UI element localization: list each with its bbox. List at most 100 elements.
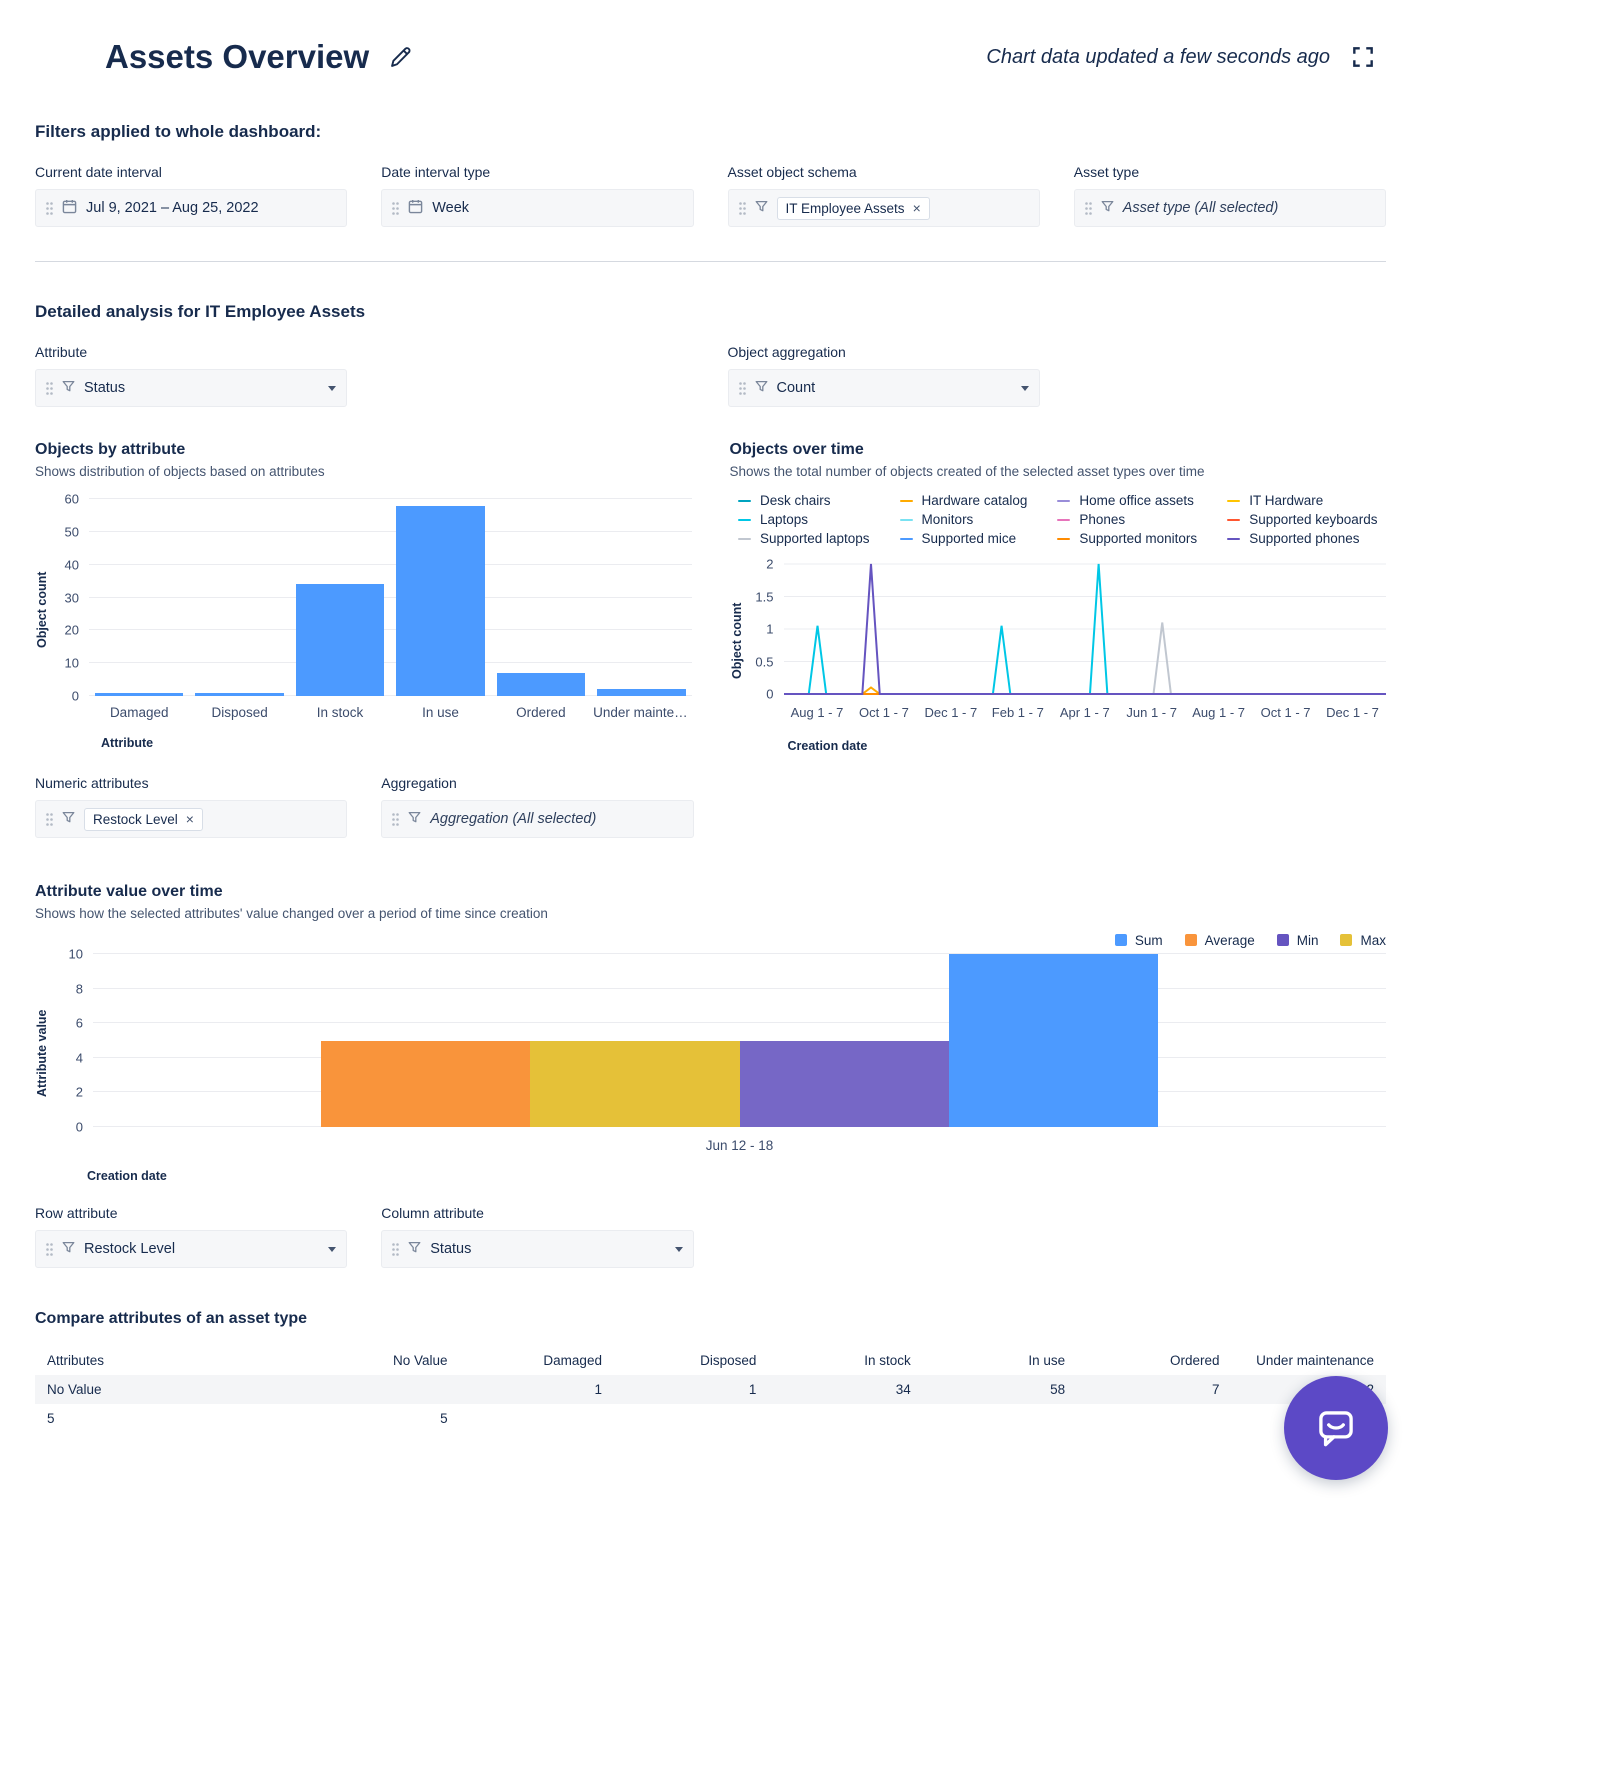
legend-item-max: Max: [1340, 933, 1386, 948]
x-category-labels: Damaged Disposed In stock In use Ordered Unde…: [89, 705, 692, 720]
object-aggregation-value: Count: [776, 380, 816, 396]
filter-funnel-icon: [755, 380, 768, 397]
numeric-attribute-chip[interactable]: Restock Level ×: [84, 807, 203, 831]
legend-item-it-hardware: IT Hardware: [1227, 493, 1377, 508]
y-tick-label: 1.5: [755, 589, 774, 604]
bar-in-stock: [295, 584, 385, 696]
fullscreen-icon[interactable]: [1350, 44, 1376, 70]
schema-chip-label: IT Employee Assets: [785, 200, 905, 216]
chart-subtitle: Shows how the selected attributes' value…: [35, 906, 548, 921]
legend-marker: [1114, 934, 1127, 946]
legend-item-min: Min: [1276, 933, 1319, 948]
legend-label: Home office assets: [1079, 493, 1194, 508]
section-divider: [35, 261, 1386, 262]
updated-status-row: Chart data updated a few seconds ago: [986, 44, 1376, 70]
attribute-select[interactable]: Status: [35, 369, 348, 407]
table-column-header: Attributes: [47, 1353, 105, 1368]
drag-handle-icon[interactable]: [392, 1242, 400, 1256]
drag-handle-icon[interactable]: [392, 201, 400, 215]
drag-handle-icon[interactable]: [1084, 201, 1092, 215]
filter-asset-type: Asset type Asset type (All selected): [1073, 164, 1386, 227]
object-aggregation-select[interactable]: Count: [727, 369, 1040, 407]
gridline: [93, 1022, 1386, 1024]
legend-label: Monitors: [921, 512, 974, 527]
legend-marker: [1057, 518, 1071, 521]
bar-chart-legend: Sum Average Min Max: [35, 933, 1386, 948]
numeric-attributes-control[interactable]: Restock Level ×: [35, 800, 348, 838]
object-schema-control[interactable]: IT Employee Assets ×: [727, 189, 1040, 227]
table-cell: 1: [594, 1382, 602, 1397]
attribute-select-wrap: Attribute Status: [35, 344, 348, 407]
interval-type-control[interactable]: Week: [381, 189, 694, 227]
filter-funnel-icon: [755, 200, 768, 217]
legend-label: Min: [1296, 933, 1319, 948]
legend-label: Laptops: [759, 512, 808, 527]
chip-remove-icon[interactable]: ×: [912, 200, 921, 216]
drag-handle-icon[interactable]: [392, 812, 400, 826]
drag-handle-icon[interactable]: [46, 812, 53, 826]
y-tick-label: 2: [766, 556, 774, 572]
drag-handle-icon[interactable]: [738, 201, 746, 215]
asset-type-control[interactable]: Asset type (All selected): [1073, 189, 1386, 227]
filter-label: Column attribute: [381, 1205, 484, 1221]
chevron-down-icon: [674, 1246, 683, 1252]
filter-label: Asset object schema: [727, 164, 857, 180]
row-attribute-wrap: Row attribute Restock Level: [35, 1205, 348, 1268]
chat-widget-button[interactable]: [1284, 1376, 1388, 1480]
table-cell: 1: [748, 1382, 757, 1397]
charts-row: Objects by attribute Shows distribution …: [35, 441, 1386, 753]
table-cell: [768, 1404, 922, 1433]
date-interval-control[interactable]: Jul 9, 2021 – Aug 25, 2022: [35, 189, 348, 227]
y-axis-label: Attribute value: [35, 1009, 49, 1098]
schema-chip[interactable]: IT Employee Assets ×: [776, 196, 930, 220]
y-axis-label: Object count: [729, 602, 744, 679]
drag-handle-icon[interactable]: [46, 201, 53, 215]
drag-handle-icon[interactable]: [46, 1242, 53, 1256]
filter-label: Numeric attributes: [35, 775, 149, 791]
legend-label: Average: [1204, 933, 1255, 948]
gridline: [89, 629, 692, 631]
legend-label: Supported phones: [1249, 531, 1360, 546]
legend-marker: [1340, 934, 1353, 946]
edit-pencil-icon[interactable]: [387, 44, 414, 71]
column-attribute-wrap: Column attribute Status: [381, 1205, 694, 1268]
chevron-down-icon: [328, 385, 337, 391]
y-tick-label: 10: [64, 655, 79, 671]
objects-by-attribute-chart: Objects by attribute Shows distribution …: [35, 441, 692, 753]
bar-slot: [189, 499, 289, 696]
table-row: No Value11345872: [35, 1375, 1386, 1404]
legend-marker: [1184, 934, 1197, 946]
chart-subtitle: Shows the total number of objects create…: [729, 464, 1205, 479]
filter-label: Attribute: [35, 344, 88, 360]
aggregation-filter-control[interactable]: Aggregation (All selected): [381, 800, 694, 838]
x-tick-label: Jun 1 - 7: [1126, 705, 1177, 720]
y-tick-label: 10: [68, 946, 83, 962]
series-line-supported-laptops: [784, 623, 1387, 695]
drag-handle-icon[interactable]: [46, 381, 53, 395]
attribute-value-chart: Attribute value over time Shows how the …: [35, 883, 1386, 1183]
line-chart-plot: 0 0.5 1 1.5 2: [755, 557, 1387, 702]
bar-min: [739, 1040, 949, 1127]
x-tick-label: Aug 1 - 7: [1192, 705, 1246, 720]
legend-label: Desk chairs: [759, 493, 831, 508]
table-column-header: No Value: [393, 1353, 448, 1368]
filter-label: Date interval type: [381, 164, 491, 180]
legend-label: Supported laptops: [759, 531, 870, 546]
table-column-header: Disposed: [700, 1353, 757, 1368]
x-category-label: Ordered: [516, 705, 566, 720]
filter-funnel-icon: [408, 811, 421, 828]
x-axis-label: Creation date: [787, 739, 868, 753]
bar-slot: [89, 499, 189, 696]
x-axis-label: Attribute: [101, 736, 154, 750]
filter-label: Aggregation: [381, 775, 457, 791]
column-attribute-select[interactable]: Status: [381, 1230, 694, 1268]
filters-heading: Filters applied to whole dashboard:: [35, 122, 322, 141]
legend-marker: [899, 537, 913, 540]
legend-label: IT Hardware: [1249, 493, 1324, 508]
bars-group: [89, 499, 692, 696]
chip-remove-icon[interactable]: ×: [185, 811, 194, 827]
row-attribute-select[interactable]: Restock Level: [35, 1230, 348, 1268]
x-tick-labels: Aug 1 - 7 Oct 1 - 7 Dec 1 - 7 Feb 1 - 7 Apr …: [784, 705, 1387, 723]
drag-handle-icon[interactable]: [738, 381, 746, 395]
date-interval-value: Jul 9, 2021 – Aug 25, 2022: [86, 200, 259, 216]
